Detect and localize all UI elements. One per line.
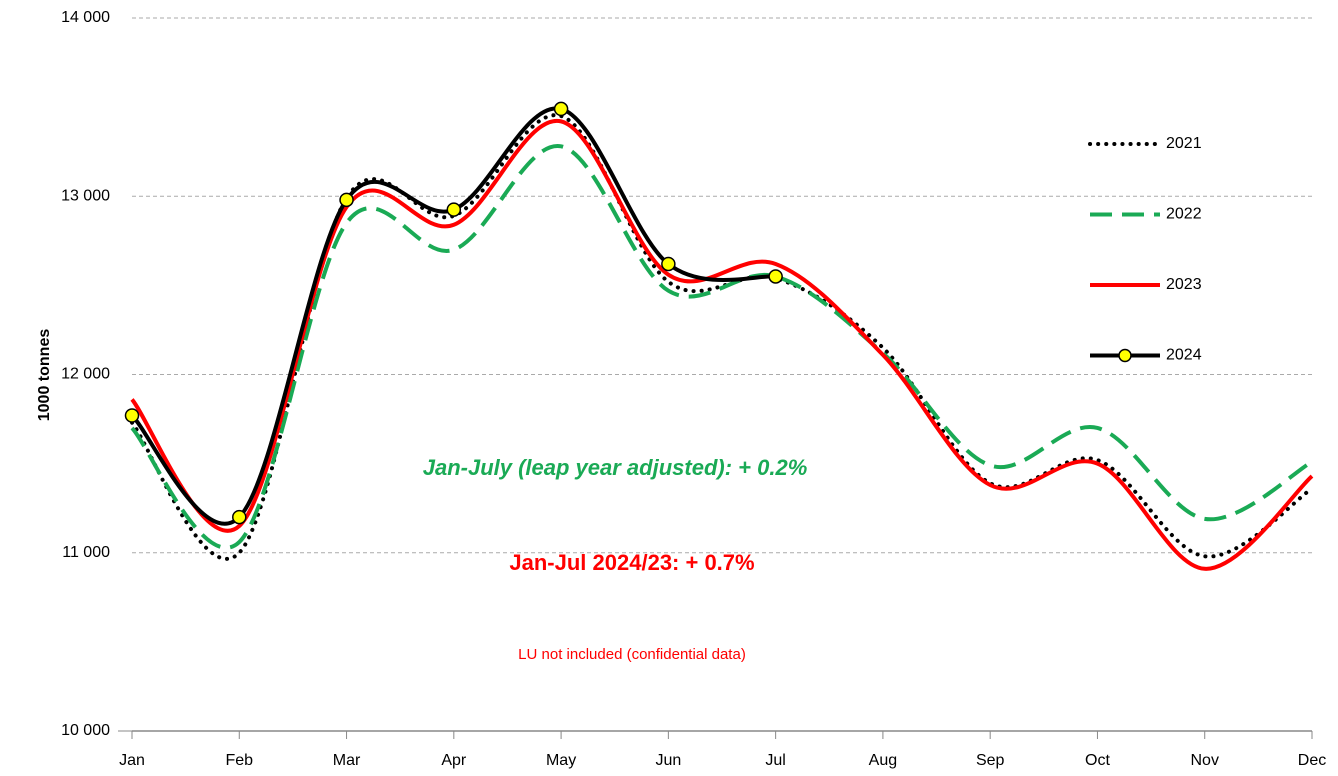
data-point [339, 192, 354, 208]
x-tick-label: Feb [225, 752, 253, 769]
x-tick-label: Jul [765, 752, 785, 769]
legend-marker [1118, 348, 1132, 363]
legend-label: 2022 [1166, 206, 1202, 223]
x-tick-label: Nov [1191, 752, 1219, 769]
series-line [130, 113, 1314, 561]
annotation: Jan-July (leap year adjusted): + 0.2% [423, 455, 808, 480]
data-point [232, 509, 247, 525]
annotation: LU not included (confidential data) [518, 646, 746, 663]
data-point [661, 256, 676, 272]
x-tick-label: Jan [119, 752, 145, 769]
data-point [446, 202, 462, 217]
x-tick-label: Apr [441, 752, 467, 769]
data-point [124, 408, 140, 423]
data-point [553, 101, 569, 117]
y-tick-label: 10 000 [61, 722, 110, 739]
annotation: Jan-Jul 2024/23: + 0.7% [509, 550, 754, 575]
x-tick-label: Aug [869, 752, 897, 769]
y-tick-label: 13 000 [61, 187, 110, 204]
x-tick-label: Dec [1298, 752, 1326, 769]
x-tick-label: Jun [655, 752, 681, 769]
x-tick-label: Mar [333, 752, 361, 769]
x-tick-label: May [546, 752, 576, 769]
y-tick-label: 12 000 [61, 366, 110, 383]
legend-label: 2023 [1166, 276, 1202, 293]
x-tick-label: Sep [976, 752, 1005, 769]
data-point [768, 269, 783, 284]
legend-label: 2024 [1166, 347, 1202, 364]
y-tick-label: 11 000 [62, 544, 110, 561]
series-line [130, 119, 1314, 571]
y-tick-label: 14 000 [61, 9, 110, 26]
y-axis-label: 1000 tonnes [36, 329, 53, 422]
legend-label: 2021 [1166, 135, 1202, 152]
x-tick-label: Oct [1085, 752, 1110, 769]
series-line [130, 144, 1314, 550]
